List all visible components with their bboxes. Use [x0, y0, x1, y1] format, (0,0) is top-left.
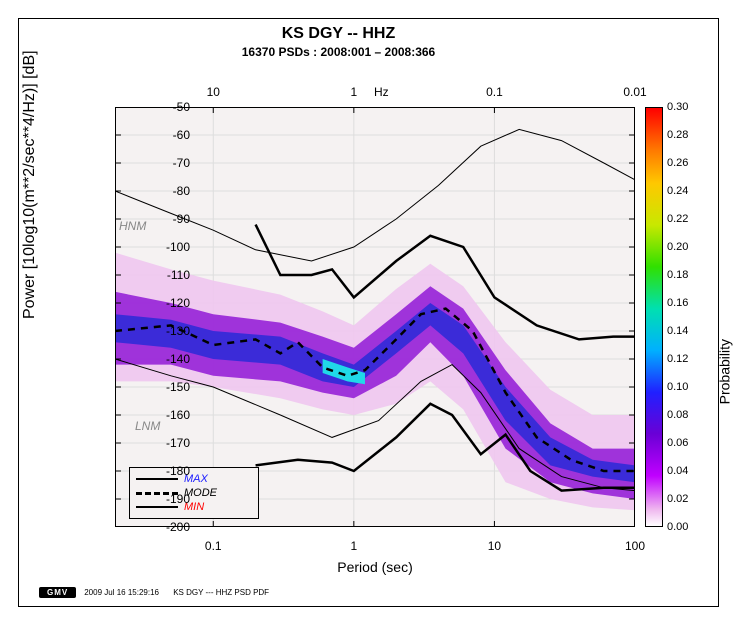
figure-footer: GMV 2009 Jul 16 15:29:16 KS DGY --- HHZ …	[39, 584, 269, 600]
x-tick-bottom: 10	[488, 539, 501, 553]
y-tick: -50	[150, 100, 190, 114]
plot-area	[115, 107, 635, 527]
x-tick-top: 10	[207, 85, 220, 99]
y-tick: -150	[150, 380, 190, 394]
y-tick: -160	[150, 408, 190, 422]
colorbar-tick: 0.30	[667, 101, 688, 113]
colorbar	[645, 107, 663, 527]
y-tick: -200	[150, 520, 190, 534]
colorbar-tick: 0.12	[667, 353, 688, 365]
x-axis-label-bottom: Period (sec)	[115, 559, 635, 575]
y-tick: -140	[150, 352, 190, 366]
colorbar-label: Probability	[716, 339, 732, 404]
footer-desc: KS DGY --- HHZ PSD PDF	[173, 588, 269, 597]
colorbar-tick: 0.06	[667, 437, 688, 449]
x-tick-bottom: 0.1	[205, 539, 222, 553]
colorbar-tick: 0.02	[667, 493, 688, 505]
page-root: KS DGY -- HHZ 16370 PSDs : 2008:001 – 20…	[0, 0, 737, 627]
y-tick: -180	[150, 464, 190, 478]
y-axis-label: Power [10log10(m**2/sec**4/Hz)] [dB]	[21, 50, 39, 319]
y-tick: -190	[150, 492, 190, 506]
x-tick-bottom: 100	[625, 539, 645, 553]
title-block: KS DGY -- HHZ 16370 PSDs : 2008:001 – 20…	[19, 25, 658, 59]
colorbar-tick: 0.00	[667, 521, 688, 533]
figure-frame: KS DGY -- HHZ 16370 PSDs : 2008:001 – 20…	[18, 18, 719, 607]
colorbar-tick: 0.22	[667, 213, 688, 225]
y-tick: -170	[150, 436, 190, 450]
y-tick: -60	[150, 128, 190, 142]
y-tick: -80	[150, 184, 190, 198]
colorbar-tick: 0.20	[667, 241, 688, 253]
y-tick: -100	[150, 240, 190, 254]
colorbar-tick: 0.24	[667, 185, 688, 197]
colorbar-tick: 0.14	[667, 325, 688, 337]
y-tick: -110	[150, 268, 190, 282]
colorbar-tick: 0.18	[667, 269, 688, 281]
colorbar-tick: 0.16	[667, 297, 688, 309]
footer-badge: GMV	[39, 587, 76, 598]
footer-timestamp: 2009 Jul 16 15:29:16	[84, 588, 159, 597]
chart-title: KS DGY -- HHZ	[19, 25, 658, 43]
colorbar-tick: 0.28	[667, 129, 688, 141]
x-tick-top: 0.01	[623, 85, 646, 99]
plot-svg	[115, 107, 635, 527]
chart-subtitle: 16370 PSDs : 2008:001 – 2008:366	[19, 45, 658, 59]
footer-sep	[165, 588, 167, 597]
y-tick: -120	[150, 296, 190, 310]
colorbar-tick: 0.08	[667, 409, 688, 421]
hnm-annotation: HNM	[119, 219, 146, 233]
y-tick: -70	[150, 156, 190, 170]
y-tick: -130	[150, 324, 190, 338]
colorbar-tick: 0.04	[667, 465, 688, 477]
x-tick-bottom: 1	[350, 539, 357, 553]
colorbar-tick: 0.10	[667, 381, 688, 393]
x-tick-top: 0.1	[486, 85, 503, 99]
legend-box: MAXMODEMIN	[129, 467, 259, 519]
colorbar-tick: 0.26	[667, 157, 688, 169]
y-tick: -90	[150, 212, 190, 226]
x-axis-label-top-unit: Hz	[374, 85, 389, 99]
x-tick-top: 1	[350, 85, 357, 99]
